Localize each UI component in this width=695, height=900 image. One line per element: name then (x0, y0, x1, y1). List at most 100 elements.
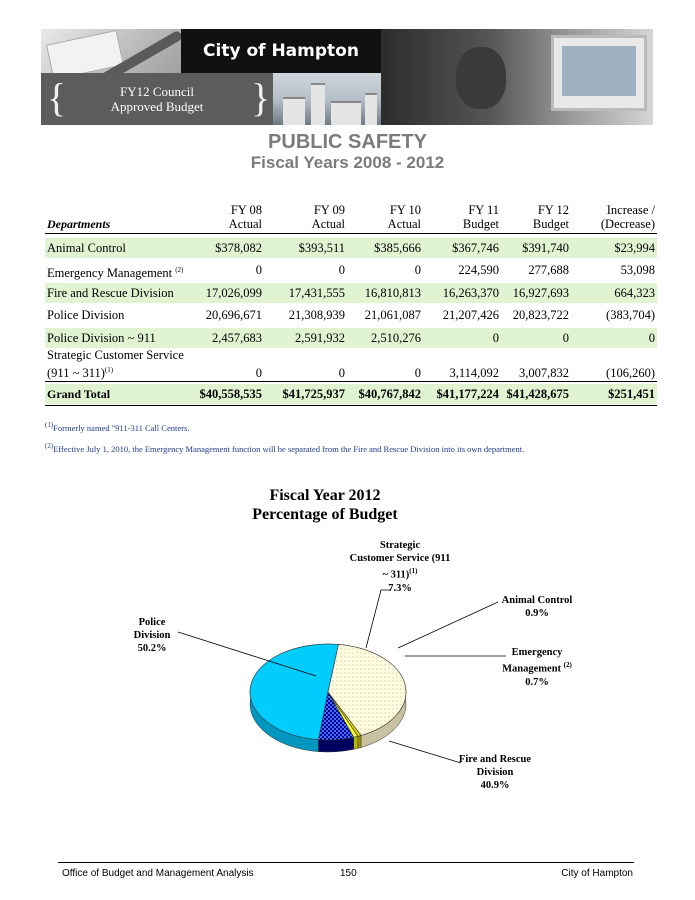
cell: 3,114,092 (449, 366, 499, 380)
label-animal-control: Animal Control 0.9% (501, 595, 573, 619)
footer-office: Office of Budget and Management Analysis (62, 868, 254, 879)
pie-slice (318, 691, 355, 741)
col-header: Increase / (Decrease) (600, 203, 655, 231)
footer-rule (58, 862, 634, 863)
cell: $378,082 (215, 241, 262, 255)
cell: $251,451 (608, 387, 655, 401)
cell: 53,098 (620, 263, 655, 277)
cell: 0 (648, 331, 655, 345)
cell: 664,323 (614, 286, 655, 300)
banner-sub-line1: FY12 Council (119, 84, 195, 99)
table-row: Police Division ~ 911 2,457,683 2,591,93… (45, 328, 657, 348)
row-dept: Animal Control (47, 241, 126, 255)
row-dept: Police Division ~ 911 (47, 331, 156, 345)
cell: $41,725,937 (282, 387, 346, 401)
footnote-2: (2)Effective July 1, 2010, the Emergency… (45, 442, 525, 454)
total-rule-bottom (45, 405, 657, 406)
cell: $41,177,224 (436, 387, 500, 401)
table-row: Fire and Rescue Division 17,026,099 17,4… (45, 283, 657, 303)
cell: 224,590 (458, 263, 499, 277)
row-dept: Emergency Management (2) (47, 266, 184, 281)
page-title: PUBLIC SAFETY (268, 131, 427, 153)
cell: $367,746 (452, 241, 499, 255)
cell: $40,767,842 (358, 387, 422, 401)
cell: 21,061,087 (364, 308, 421, 322)
table-row: Strategic Customer Service (911 ~ 311)(1… (45, 348, 657, 384)
cell: 16,927,693 (512, 286, 569, 300)
table-header: Departments FY 08 Actual FY 09 Actual FY 1… (45, 203, 657, 231)
row-dept: Fire and Rescue Division (47, 286, 174, 300)
cell: 17,431,555 (288, 286, 345, 300)
grand-total-row: Grand Total $40,558,535 $41,725,937 $40,… (45, 384, 657, 404)
cell: 21,207,426 (442, 308, 499, 322)
pie-slice-side (353, 736, 359, 750)
cell: (106,260) (606, 366, 655, 380)
row-dept: Police Division (47, 308, 125, 322)
banner-operator-photo (381, 29, 653, 125)
row-dept: Grand Total (47, 387, 111, 401)
banner-budget-label: { FY12 Council Approved Budget } (41, 73, 273, 125)
header-rule (45, 233, 657, 234)
total-rule-top (45, 381, 657, 382)
cell: $23,994 (614, 241, 655, 255)
cell: 16,263,370 (442, 286, 499, 300)
cell: 21,308,939 (288, 308, 345, 322)
cell: 0 (414, 366, 421, 380)
header-banner: City of Hampton { FY12 Council Approved … (41, 29, 653, 125)
page-subtitle: Fiscal Years 2008 - 2012 (250, 153, 445, 172)
leader-line-fire (388, 740, 462, 764)
leader-line-police (177, 631, 317, 677)
pie-slice (249, 643, 339, 740)
cell: 20,696,671 (205, 308, 262, 322)
cell: 0 (414, 263, 421, 277)
cell: (383,704) (606, 308, 655, 322)
cell: $385,666 (374, 241, 421, 255)
pie-slice (327, 644, 407, 736)
chart-title: Fiscal Year 2012 Percentage of Budget (252, 487, 398, 523)
banner-sub-line2: Approved Budget (110, 99, 204, 114)
cell: 0 (338, 366, 345, 380)
banner-title: City of Hampton (181, 29, 381, 73)
cell: 17,026,099 (205, 286, 262, 300)
label-strategic-customer-service: Strategic Customer Service (911 ~ 311)(1)… (349, 540, 451, 594)
label-emergency-management: Emergency Management (2) 0.7% (502, 647, 572, 688)
table-row: Police Division 20,696,671 21,308,939 21… (45, 305, 657, 325)
col-header: FY 10 Actual (387, 203, 421, 231)
cell: 2,591,932 (295, 331, 345, 345)
col-header: FY 08 Actual (228, 203, 262, 231)
cell: 0 (492, 331, 499, 345)
banner-city-photo (273, 73, 381, 125)
cell: $41,428,675 (506, 387, 570, 401)
cell: 0 (338, 263, 345, 277)
page-number: 150 (340, 868, 357, 879)
cell: 3,007,832 (519, 366, 569, 380)
cell: 2,510,276 (371, 331, 421, 345)
cell: 2,457,683 (212, 331, 262, 345)
departments-header: Departments (47, 217, 111, 231)
label-police: Police Division 50.2% (133, 617, 171, 654)
col-header: FY 12 Budget (532, 203, 569, 231)
cell: $393,511 (298, 241, 345, 255)
cell: 16,810,813 (364, 286, 421, 300)
cell: 0 (562, 331, 569, 345)
right-brace: } (251, 75, 271, 120)
footnote-1: (1)Formerly named "911-311 Call Centers. (45, 421, 190, 433)
cell: 20,823,722 (512, 308, 569, 322)
cell: $391,740 (522, 241, 569, 255)
row-dept: Strategic Customer Service (911 ~ 311)(1… (47, 348, 184, 381)
table-row: Animal Control $378,082 $393,511 $385,66… (45, 238, 657, 258)
table-row: Emergency Management (2) 0 0 0 224,590 2… (45, 260, 657, 280)
cell: 0 (255, 263, 262, 277)
leader-line-scs (365, 589, 390, 649)
pie-slice-side (357, 735, 362, 749)
cell: $40,558,535 (199, 387, 263, 401)
leader-line-animal (397, 601, 499, 649)
cell: 0 (255, 366, 262, 380)
footer-city: City of Hampton (561, 868, 633, 879)
budget-table: Departments FY 08 Actual FY 09 Actual FY 1… (45, 203, 657, 406)
cell: 277,688 (528, 263, 569, 277)
col-header: FY 11 Budget (462, 203, 499, 231)
left-brace: { (47, 75, 67, 120)
col-header: FY 09 Actual (311, 203, 345, 231)
